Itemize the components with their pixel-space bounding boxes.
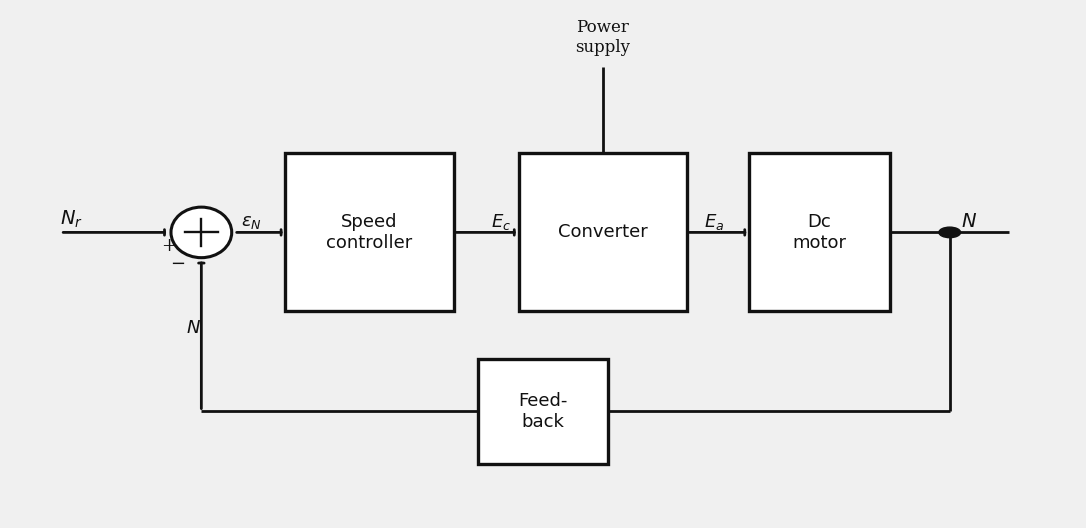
Text: Converter: Converter — [558, 223, 647, 241]
Bar — [286, 154, 454, 312]
Text: $N$: $N$ — [187, 319, 201, 337]
Text: $\epsilon_N$: $\epsilon_N$ — [241, 213, 263, 231]
Text: Dc
motor: Dc motor — [793, 213, 847, 252]
Text: $E_c$: $E_c$ — [491, 212, 512, 232]
Text: $E_a$: $E_a$ — [704, 212, 723, 232]
Text: −: − — [169, 255, 185, 273]
Bar — [749, 154, 891, 312]
Bar — [519, 154, 686, 312]
Ellipse shape — [171, 207, 231, 258]
Text: +: + — [162, 237, 176, 254]
Text: $N$: $N$ — [961, 213, 976, 231]
Circle shape — [939, 227, 961, 238]
Text: $N_r$: $N_r$ — [61, 209, 84, 230]
Text: Speed
controller: Speed controller — [326, 213, 413, 252]
Text: Power
supply: Power supply — [576, 20, 630, 56]
Bar — [478, 359, 608, 464]
Text: Feed-
back: Feed- back — [518, 392, 568, 431]
